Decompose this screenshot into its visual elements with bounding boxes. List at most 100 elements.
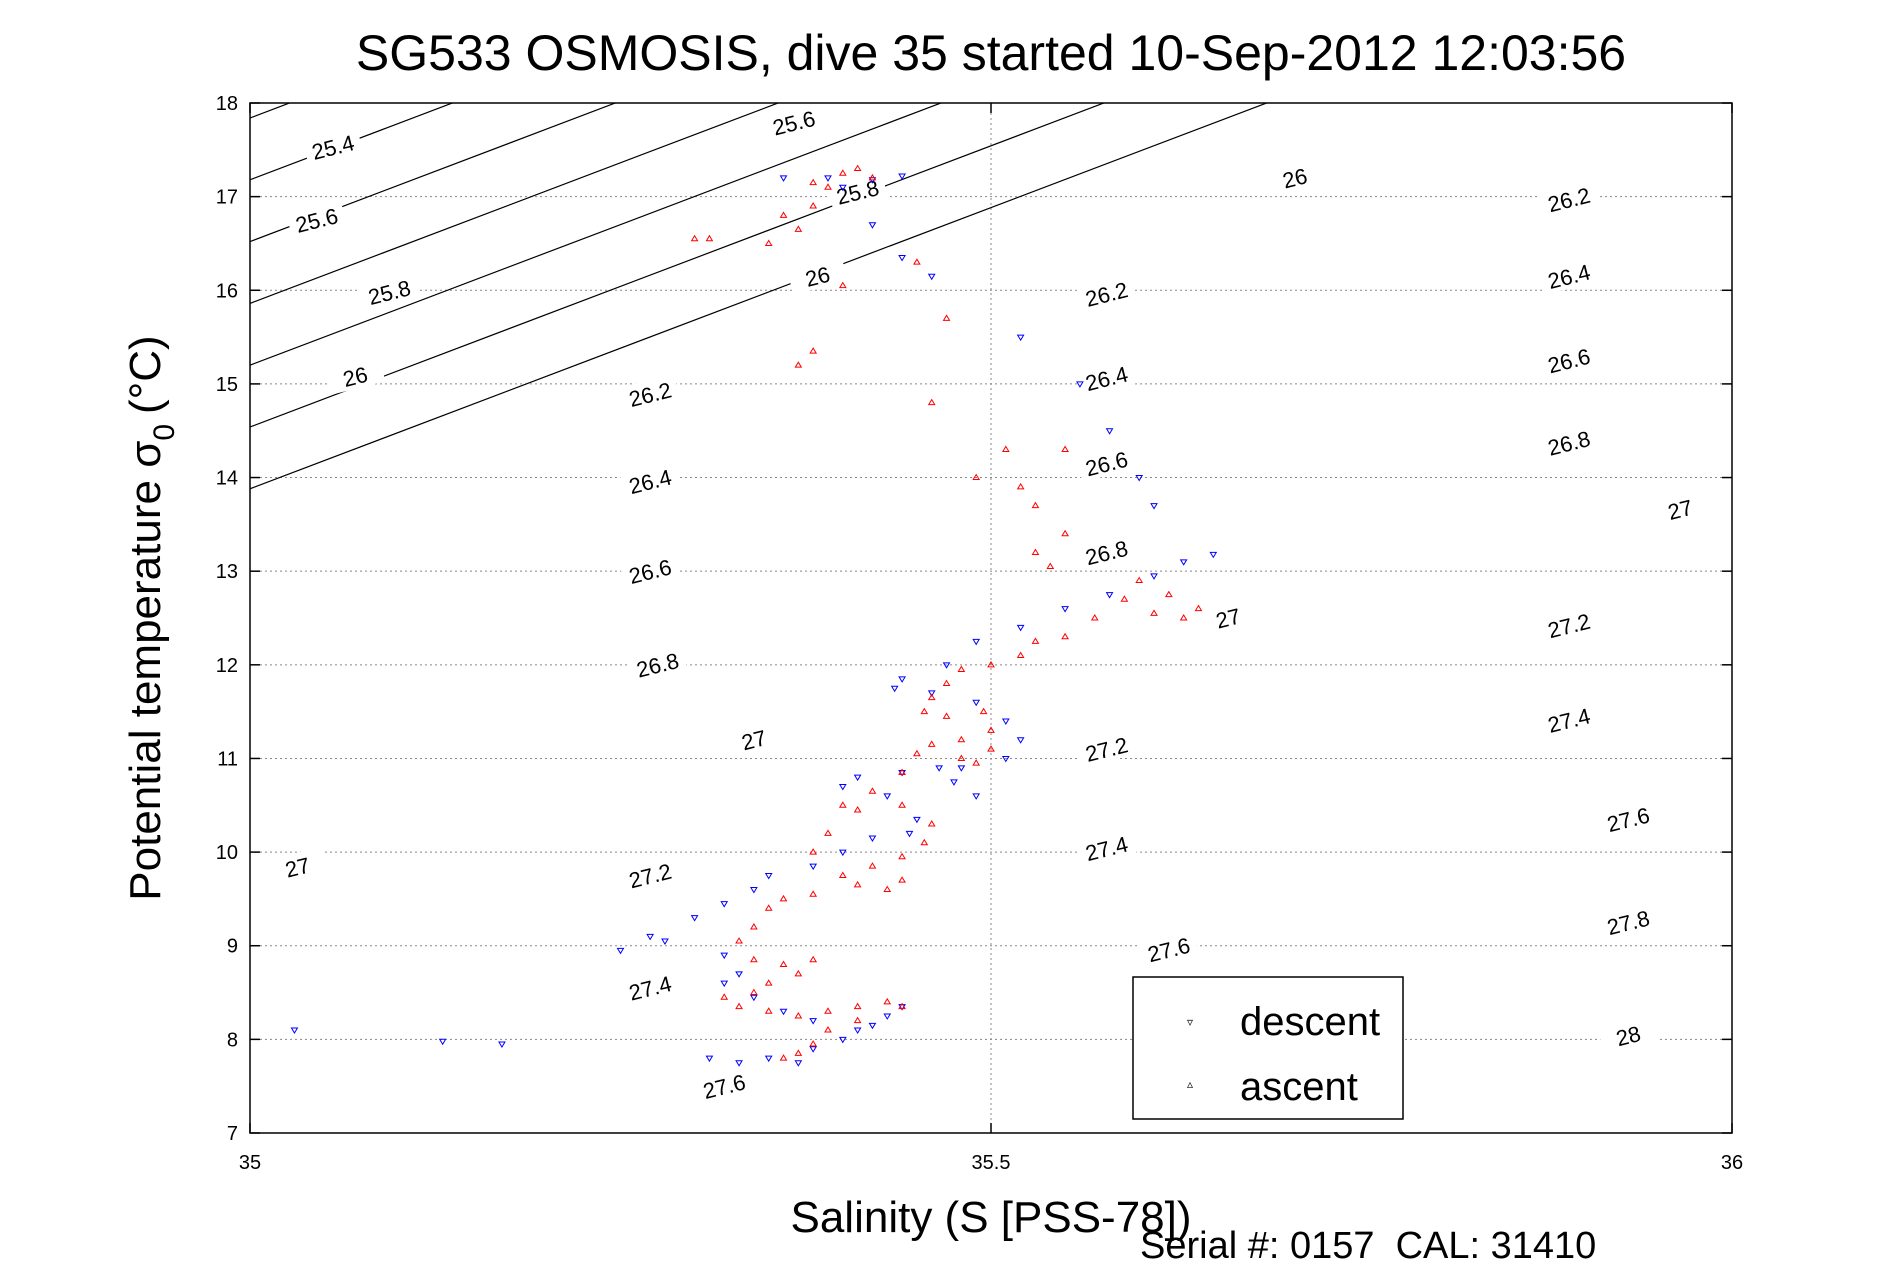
contour-label-bg — [1264, 157, 1325, 197]
contour-label-bg — [358, 271, 420, 311]
legend-ascent-label: ascent — [1240, 1065, 1358, 1109]
ascent-point — [779, 211, 788, 218]
descent-series — [290, 173, 1218, 1067]
descent-point — [438, 1038, 447, 1046]
ascent-point — [957, 665, 966, 672]
legend-ascent-marker: ▵ — [1187, 1077, 1193, 1091]
ascent-point — [749, 988, 758, 996]
contour-label-bg — [1597, 798, 1659, 838]
ascent-point — [1164, 590, 1173, 598]
contour-label-bg — [1076, 827, 1137, 867]
ascent-point — [1179, 614, 1188, 621]
ascent-point — [824, 183, 832, 190]
ascent-point — [942, 314, 951, 321]
contour-label-bg — [324, 356, 386, 395]
contour-label: 27 — [283, 852, 313, 882]
descent-point — [735, 971, 743, 978]
descent-point — [735, 1060, 743, 1067]
descent-point — [779, 175, 788, 182]
descent-point — [927, 273, 936, 281]
ascent-point — [1061, 632, 1069, 640]
contour-label-bg — [1076, 273, 1137, 313]
x-axis-label: Salinity (S [PSS-78]) — [790, 1193, 1191, 1242]
ascent-point — [1016, 482, 1025, 490]
ascent-point — [868, 173, 877, 181]
y-tick-label: 11 — [217, 748, 238, 770]
legend: ▿ descent ▵ ascent — [1132, 976, 1404, 1120]
descent-point — [838, 1036, 847, 1044]
contour-label-bg — [1076, 532, 1137, 571]
contour-label-bg — [619, 460, 681, 500]
ascent-point — [1016, 651, 1025, 658]
descent-point — [705, 1055, 714, 1063]
descent-point — [290, 1027, 299, 1034]
contour-label-bg — [723, 719, 784, 759]
descent-point — [661, 938, 669, 946]
ascent-point — [1120, 595, 1129, 602]
density-contours — [250, 103, 1269, 490]
descent-point — [898, 770, 906, 777]
contour-label-bg — [1597, 901, 1659, 941]
descent-point — [927, 690, 936, 697]
ascent-point — [1031, 637, 1040, 644]
ascent-series — [690, 164, 1203, 1061]
ascent-point — [898, 876, 906, 883]
ascent-point — [972, 473, 981, 481]
ascent-point — [809, 178, 818, 186]
y-tick-label: 15 — [216, 374, 238, 396]
density-contour-27-2 — [250, 103, 617, 243]
ascent-point — [927, 693, 936, 701]
ascent-point — [794, 1049, 803, 1056]
ascent-point — [883, 997, 892, 1005]
density-contour-27-6 — [250, 103, 943, 366]
descent-point — [898, 1004, 906, 1011]
descent-point — [498, 1041, 506, 1049]
ascent-point — [779, 894, 788, 902]
contour-label-bg — [787, 255, 848, 295]
ascent-point — [809, 202, 818, 209]
ascent-point — [1061, 529, 1069, 537]
ascent-point — [735, 1002, 743, 1010]
x-axis-ticks: 35 35.5 36 — [239, 103, 1743, 1174]
ascent-point — [898, 852, 906, 860]
descent-point — [1001, 755, 1010, 763]
ascent-point — [972, 759, 981, 766]
descent-point — [720, 980, 729, 988]
contour-label-bg — [619, 855, 681, 894]
ascent-point — [942, 679, 951, 687]
ascent-point — [853, 1002, 862, 1010]
ascent-point — [838, 801, 847, 808]
density-contour-labels: 25.425.625.625.825.8 26262626.226.226.226… — [266, 102, 1711, 1105]
contour-label-bg — [626, 644, 688, 684]
y-tick-label: 17 — [216, 187, 238, 209]
descent-point — [838, 184, 847, 192]
descent-point — [720, 901, 729, 908]
descent-point — [794, 1060, 803, 1067]
contour-label-bg — [1649, 489, 1711, 528]
ascent-point — [824, 1026, 832, 1033]
ascent-point — [898, 1002, 906, 1010]
descent-point — [950, 779, 958, 786]
ascent-point — [794, 225, 803, 232]
contour-label: 28 — [1613, 1021, 1643, 1051]
legend-descent-marker: ▿ — [1187, 1015, 1193, 1029]
contour-label-bg — [1538, 340, 1600, 379]
contour-label-bg — [1538, 255, 1600, 295]
descent-point — [1061, 606, 1069, 613]
descent-point — [1016, 737, 1025, 744]
ascent-point — [920, 707, 929, 715]
descent-point — [1150, 573, 1158, 580]
descent-point — [913, 816, 921, 824]
descent-point — [809, 1046, 818, 1053]
ascent-point — [809, 1040, 818, 1047]
ascent-point — [809, 848, 818, 855]
ascent-point — [764, 904, 773, 911]
descent-point — [749, 887, 758, 894]
ascent-point — [809, 890, 818, 897]
ascent-point — [690, 234, 699, 242]
ascent-point — [987, 660, 995, 668]
contour-label-bg — [619, 550, 681, 590]
ascent-point — [735, 937, 743, 944]
y-tick-label: 16 — [216, 280, 238, 302]
y-tick-label: 9 — [227, 936, 238, 958]
